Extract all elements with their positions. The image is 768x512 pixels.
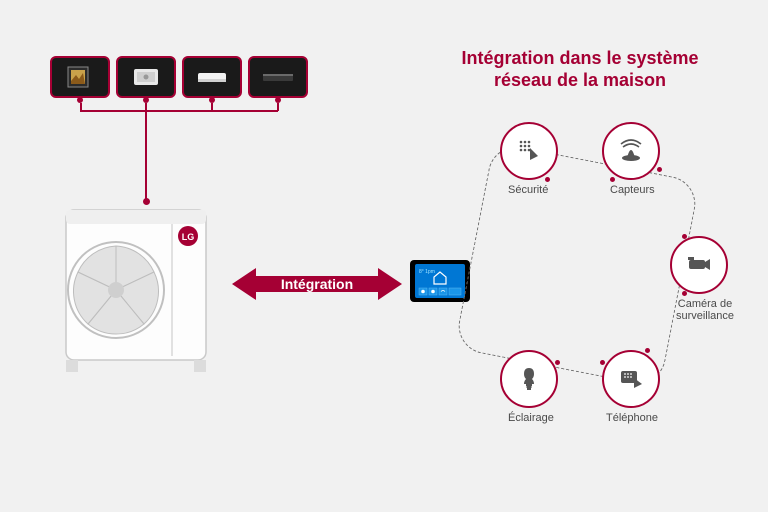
node-label-telephone: Téléphone: [606, 412, 658, 424]
connector-v-main: [145, 103, 147, 203]
security-icon: [514, 136, 544, 166]
node-securite: [500, 122, 558, 180]
node-label-eclairage: Éclairage: [508, 412, 554, 424]
node-eclairage: [500, 350, 558, 408]
node-label-securite: Sécurité: [508, 184, 548, 196]
product-artcool: [50, 56, 110, 98]
artcool-frame-icon: [62, 65, 98, 89]
node-capteurs: [602, 122, 660, 180]
duct-icon: [260, 65, 296, 89]
network-ring-group: Sécurité Capteurs Caméra de surveillance: [432, 106, 742, 456]
connector-h1: [80, 110, 278, 112]
sensors-icon: [616, 136, 646, 166]
product-wall-split: [182, 56, 242, 98]
camera-icon: [684, 250, 714, 280]
cassette-icon: [128, 65, 164, 89]
lg-logo-text: LG: [182, 232, 195, 242]
connector-v3: [277, 103, 279, 111]
node-label-capteurs: Capteurs: [610, 184, 655, 196]
network-title: Intégration dans le système réseau de la…: [430, 48, 730, 91]
lighting-icon: [514, 364, 544, 394]
product-duct: [248, 56, 308, 98]
network-title-line2: réseau de la maison: [430, 70, 730, 92]
integration-arrow: Intégration: [232, 266, 402, 302]
node-camera: [670, 236, 728, 294]
integration-label: Intégration: [281, 276, 353, 292]
node-telephone: [602, 350, 660, 408]
connector-v1: [80, 103, 82, 111]
network-title-line1: Intégration dans le système: [430, 48, 730, 70]
phone-icon: [616, 364, 646, 394]
wall-split-icon: [194, 65, 230, 89]
dashed-ring: [454, 142, 700, 388]
connector-v2: [211, 103, 213, 111]
product-cassette: [116, 56, 176, 98]
node-label-camera: Caméra de surveillance: [672, 298, 738, 322]
product-thumbnails-row: [50, 56, 308, 98]
outdoor-unit-icon: LG: [48, 200, 228, 380]
outdoor-unit: LG: [48, 200, 228, 380]
